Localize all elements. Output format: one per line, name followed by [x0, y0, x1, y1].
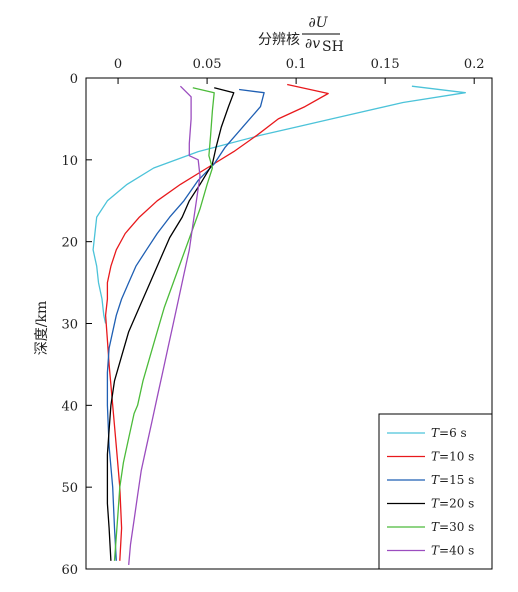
- x-tick-label: 0.2: [464, 57, 485, 72]
- legend-label-6: T=40 s: [431, 544, 474, 558]
- legend-label-3: T=15 s: [431, 473, 474, 487]
- y-tick-label: 30: [61, 318, 78, 333]
- legend-box: [378, 413, 493, 570]
- legend: T=6 s T=10 s T=15 s T=20 s T=30 s T=40 s: [378, 413, 493, 570]
- x-tick-label: 0.15: [371, 57, 400, 72]
- x-tick-label: 0.1: [286, 57, 307, 72]
- y-tick-label: 10: [61, 154, 78, 169]
- y-tick-label: 20: [61, 236, 78, 251]
- y-axis-title-text: 深度/km: [34, 301, 50, 355]
- legend-label-4: T=20 s: [431, 497, 474, 511]
- legend-label-2: T=10 s: [431, 450, 474, 464]
- x-tick-label: 0: [114, 57, 122, 72]
- legend-label-1: T=6 s: [431, 426, 467, 440]
- series-line-1: [92, 85, 466, 324]
- x-axis-title-subscript: SH: [322, 39, 344, 55]
- y-tick-label: 0: [70, 72, 78, 87]
- x-axis-title-prefix: 分辨核: [258, 32, 300, 48]
- x-axis-title: 分辨核 ∂U ∂v SH: [258, 15, 344, 55]
- x-axis-title-numerator: ∂U: [308, 15, 328, 31]
- series-lines: [92, 83, 466, 565]
- y-axis-title: 深度/km: [34, 301, 50, 355]
- x-tick-label: 0.05: [193, 57, 222, 72]
- series-line-6: [128, 85, 201, 565]
- legend-label-5: T=30 s: [431, 520, 474, 534]
- series-line-3: [106, 88, 265, 561]
- y-tick-label: 40: [61, 399, 78, 414]
- y-tick-label: 50: [61, 481, 78, 496]
- x-axis-title-denominator: ∂v: [305, 36, 320, 52]
- series-line-2: [104, 83, 329, 561]
- plot-axes: 0 0.05 0.1 0.15 0.2 0 10 20 30 40 50 60: [61, 57, 493, 578]
- y-tick-label: 60: [61, 563, 78, 578]
- series-line-4: [106, 87, 235, 561]
- series-line-5: [113, 87, 215, 561]
